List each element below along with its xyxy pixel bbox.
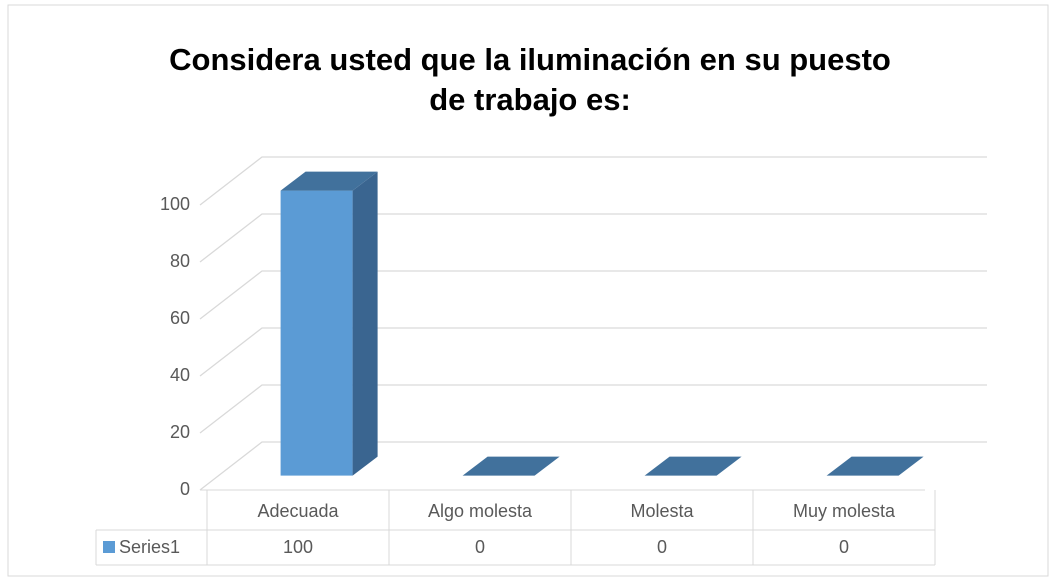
bar-top: [644, 456, 742, 476]
bar-top: [826, 456, 924, 476]
legend-swatch: [103, 541, 115, 553]
x-tick-label: Algo molesta: [428, 501, 533, 521]
y-tick-label: 100: [160, 194, 190, 214]
x-tick-label: Muy molesta: [793, 501, 896, 521]
x-tick-label: Adecuada: [257, 501, 339, 521]
grid-line: [199, 384, 987, 434]
grid-line: [199, 213, 987, 263]
chart-title-line-1: Considera usted que la iluminación en su…: [169, 42, 891, 77]
chart-border: [7, 4, 1049, 577]
bar-side: [352, 171, 378, 476]
bar-front: [280, 190, 353, 476]
y-tick-label: 20: [170, 422, 190, 442]
bar-top: [462, 456, 560, 476]
chart-title-line-2: de trabajo es:: [429, 82, 631, 117]
y-tick-label: 60: [170, 308, 190, 328]
bar: [280, 171, 378, 476]
grid-line: [199, 441, 987, 491]
grid-line: [199, 156, 987, 206]
table-value: 0: [475, 537, 485, 557]
bar: [644, 456, 742, 476]
y-tick-label: 80: [170, 251, 190, 271]
x-tick-label: Molesta: [630, 501, 694, 521]
y-tick-label: 40: [170, 365, 190, 385]
legend-label: Series1: [119, 537, 180, 557]
table-value: 100: [283, 537, 313, 557]
bar: [462, 456, 560, 476]
table-value: 0: [839, 537, 849, 557]
grid-line: [199, 327, 987, 377]
grid-line: [199, 270, 987, 320]
bar: [826, 456, 924, 476]
bar-top: [280, 171, 378, 191]
table-value: 0: [657, 537, 667, 557]
y-tick-label: 0: [180, 479, 190, 499]
